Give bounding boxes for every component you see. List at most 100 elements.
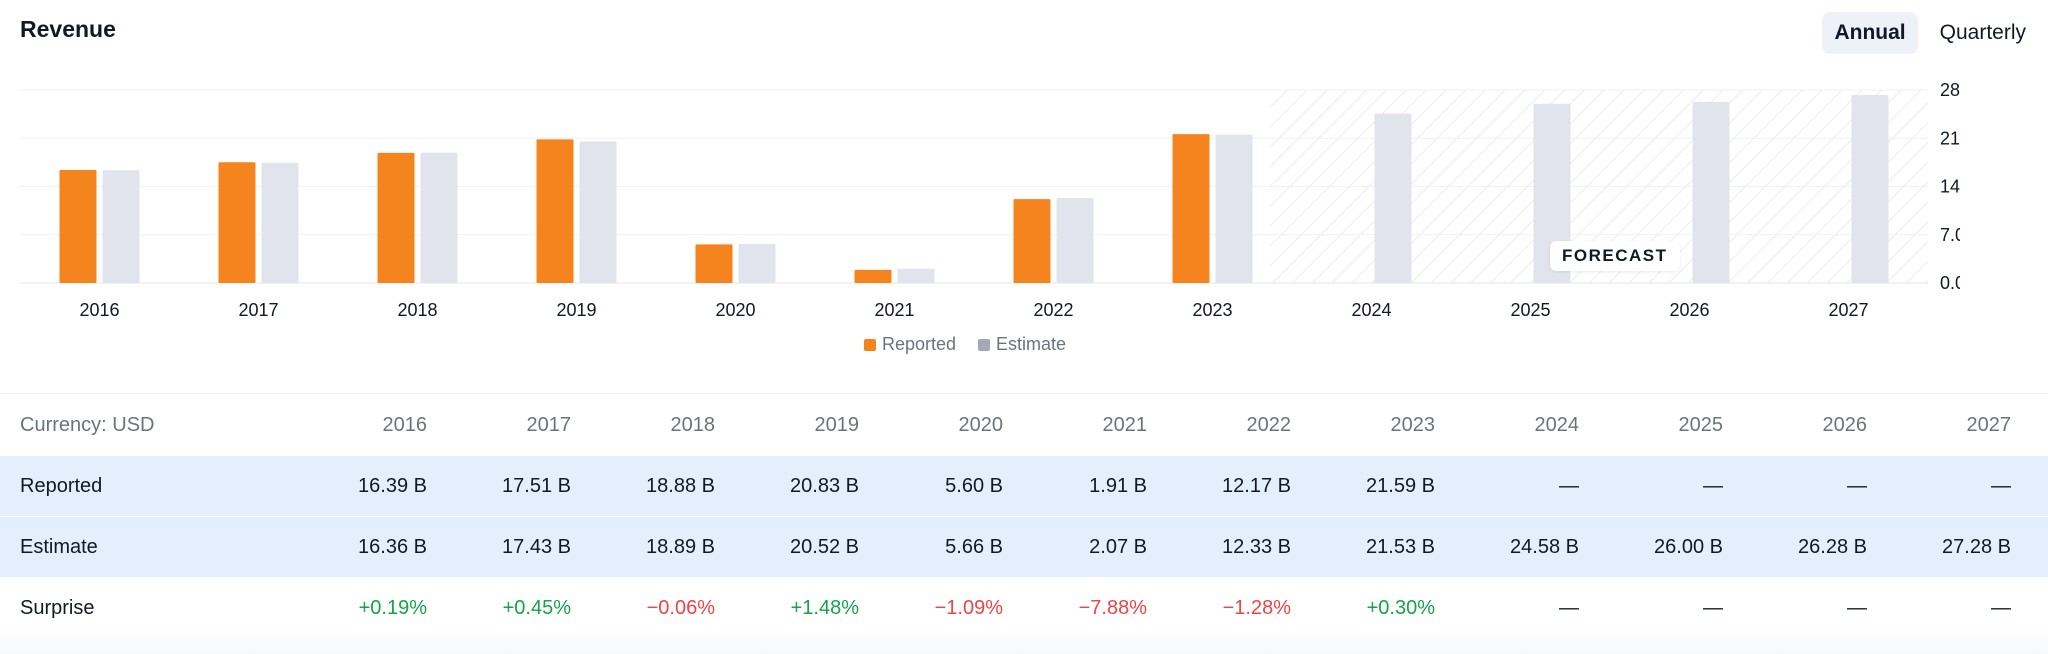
legend-label-estimate: Estimate — [996, 334, 1067, 354]
bar-reported-2022[interactable] — [1013, 199, 1051, 283]
table-cell: 18.88 B — [646, 474, 715, 497]
bar-reported-2016[interactable] — [59, 170, 97, 283]
table-cell: 18.89 B — [646, 535, 715, 558]
forecast-badge: FORECAST — [1550, 241, 1680, 271]
table-cell: −7.88% — [1078, 596, 1147, 619]
bar-reported-2018[interactable] — [377, 152, 415, 283]
column-header-2021: 2021 — [1102, 413, 1148, 436]
table-cell: −1.09% — [934, 596, 1003, 619]
table-cell: 21.59 B — [1366, 474, 1435, 497]
y-tick-label: 14.00 B — [1940, 177, 1960, 197]
x-tick-label: 2016 — [79, 300, 119, 320]
x-tick-label: 2020 — [715, 300, 755, 320]
bar-estimate-2020[interactable] — [738, 243, 776, 283]
table-cell: 16.36 B — [358, 535, 427, 558]
table-cell: 17.43 B — [502, 535, 571, 558]
column-header-2019: 2019 — [814, 413, 860, 436]
bar-reported-2020[interactable] — [695, 244, 733, 283]
table-cell: 1.91 B — [1089, 474, 1147, 497]
bar-estimate-2021[interactable] — [897, 268, 935, 283]
table-cell: — — [1703, 474, 1723, 497]
table-cell: 21.53 B — [1366, 535, 1435, 558]
column-header-2018: 2018 — [670, 413, 716, 436]
bar-estimate-2024[interactable] — [1374, 113, 1412, 283]
legend-label-reported: Reported — [881, 334, 957, 354]
table-cell: 24.58 B — [1510, 535, 1579, 558]
row-label: Reported — [20, 474, 103, 497]
bar-estimate-2023[interactable] — [1215, 134, 1253, 283]
table-cell: 5.60 B — [945, 474, 1003, 497]
table-cell: 26.28 B — [1798, 535, 1867, 558]
bar-reported-2023[interactable] — [1172, 134, 1210, 283]
x-tick-label: 2025 — [1510, 300, 1550, 320]
column-header-2016: 2016 — [382, 413, 428, 436]
table-cell: 20.52 B — [790, 535, 859, 558]
column-header-2027: 2027 — [1966, 413, 2012, 436]
table-cell: 12.17 B — [1222, 474, 1291, 497]
bar-estimate-2017[interactable] — [261, 162, 299, 283]
column-header-2017: 2017 — [526, 413, 572, 436]
y-tick-label: 21.00 B — [1940, 128, 1960, 148]
table-cell: +0.30% — [1366, 596, 1435, 619]
x-tick-label: 2024 — [1351, 300, 1391, 320]
bar-estimate-2022[interactable] — [1056, 198, 1094, 283]
revenue-bar-chart: 0.00 7.00 B 14.00 B 21.00 B 28.00 B 2016 2017 2… — [20, 80, 1960, 320]
table-cell: — — [1703, 596, 1723, 619]
legend-item-estimate[interactable]: Estimate — [978, 334, 1066, 355]
x-tick-label: 2021 — [874, 300, 914, 320]
column-header-2023: 2023 — [1390, 413, 1436, 436]
bar-reported-2019[interactable] — [536, 139, 574, 283]
bar-estimate-2018[interactable] — [420, 152, 458, 283]
table-cell: 26.00 B — [1654, 535, 1723, 558]
table-cell: — — [1847, 474, 1867, 497]
table-cell: +0.19% — [358, 596, 427, 619]
x-tick-label: 2017 — [238, 300, 278, 320]
legend-item-reported[interactable]: Reported — [863, 334, 957, 355]
table-cell: +1.48% — [790, 596, 859, 619]
column-header-2020: 2020 — [958, 413, 1004, 436]
bar-estimate-2027[interactable] — [1851, 94, 1889, 283]
table-cell: — — [1991, 474, 2011, 497]
table-header-row: Currency: USD 2016 2017 2018 2019 2020 2021 20… — [0, 394, 2048, 456]
legend-swatch-estimate — [978, 338, 991, 351]
x-tick-label: 2027 — [1828, 300, 1868, 320]
chart-legend: Reported Estimate — [0, 334, 1930, 355]
revenue-table: Currency: USD 2016 2017 2018 2019 2020 2021 20… — [0, 393, 2048, 638]
row-label: Surprise — [20, 596, 95, 619]
x-tick-label: 2022 — [1033, 300, 1073, 320]
bar-estimate-2019[interactable] — [579, 141, 617, 283]
column-header-2024: 2024 — [1534, 413, 1580, 436]
table-cell: 27.28 B — [1942, 535, 2011, 558]
bar-estimate-2016[interactable] — [102, 170, 140, 283]
chart-title: Revenue — [20, 16, 116, 42]
x-tick-label: 2018 — [397, 300, 437, 320]
table-cell: — — [1847, 596, 1867, 619]
table-cell: 2.07 B — [1089, 535, 1147, 558]
column-header-2025: 2025 — [1678, 413, 1724, 436]
table-cell: +0.45% — [502, 596, 571, 619]
quarterly-button[interactable]: Quarterly — [1928, 12, 2038, 54]
table-cell: 20.83 B — [790, 474, 859, 497]
column-header-2026: 2026 — [1822, 413, 1868, 436]
table-row-surprise: Surprise +0.19% +0.45% −0.06% +1.48% −1.09% −7… — [0, 578, 2048, 638]
table-cell: −1.28% — [1222, 596, 1291, 619]
table-row-reported: Reported 16.39 B 17.51 B 18.88 B 20.83 B 5.60… — [0, 456, 2048, 517]
table-cell: 12.33 B — [1222, 535, 1291, 558]
y-tick-label: 7.00 B — [1940, 225, 1960, 245]
x-tick-label: 2023 — [1192, 300, 1232, 320]
x-tick-label: 2019 — [556, 300, 596, 320]
bar-reported-2017[interactable] — [218, 162, 256, 283]
y-tick-label: 0.00 — [1940, 273, 1960, 293]
period-toggle: Annual Quarterly — [1822, 12, 2048, 54]
currency-label: Currency: USD — [20, 413, 155, 436]
bar-estimate-2025[interactable] — [1533, 103, 1571, 284]
bar-estimate-2026[interactable] — [1692, 101, 1730, 283]
legend-swatch-reported — [863, 338, 876, 351]
annual-button[interactable]: Annual — [1822, 12, 1918, 54]
table-row-estimate: Estimate 16.36 B 17.43 B 18.89 B 20.52 B 5.66… — [0, 517, 2048, 578]
table-cell: — — [1559, 474, 1579, 497]
table-cell: — — [1991, 596, 2011, 619]
table-cell: — — [1559, 596, 1579, 619]
bar-reported-2021[interactable] — [854, 269, 892, 283]
row-label: Estimate — [20, 535, 98, 558]
